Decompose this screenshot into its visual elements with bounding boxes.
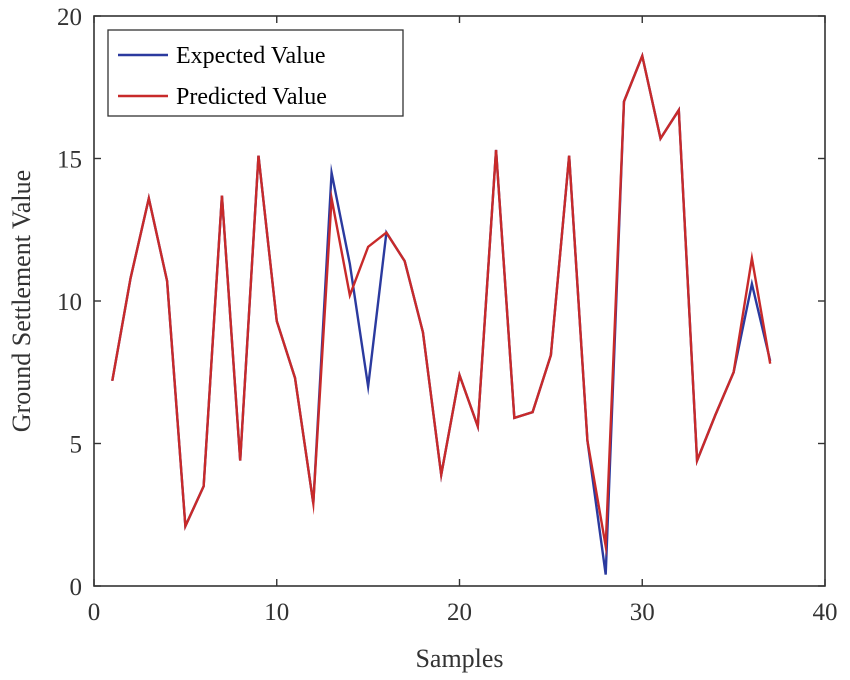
- legend-box: [107, 29, 404, 117]
- y-tick-label: 5: [70, 432, 83, 459]
- y-tick-label: 0: [70, 574, 83, 601]
- y-tick-label: 20: [57, 4, 82, 31]
- x-tick-label: 10: [264, 599, 289, 626]
- series-layer: [111, 51, 772, 575]
- series-line-expected-value: [111, 51, 772, 575]
- legend-label-predicted: Predicted Value: [176, 84, 327, 110]
- x-axis-label: Samples: [415, 644, 503, 673]
- y-axis-label: Ground Settlement Value: [7, 170, 36, 432]
- tick-layer: 0 10 20 30 40 0 5 10 15 20: [57, 4, 838, 626]
- series-line-predicted-value: [111, 51, 772, 558]
- x-tick-label: 0: [88, 599, 101, 626]
- legend-label-expected: Expected Value: [176, 43, 326, 69]
- x-tick-label: 20: [447, 599, 472, 626]
- y-tick-label: 10: [57, 289, 82, 316]
- legend: Expected Value Predicted Value: [107, 29, 404, 117]
- y-tick-label: 15: [57, 147, 82, 174]
- x-tick-label: 30: [630, 599, 655, 626]
- x-tick-label: 40: [813, 599, 838, 626]
